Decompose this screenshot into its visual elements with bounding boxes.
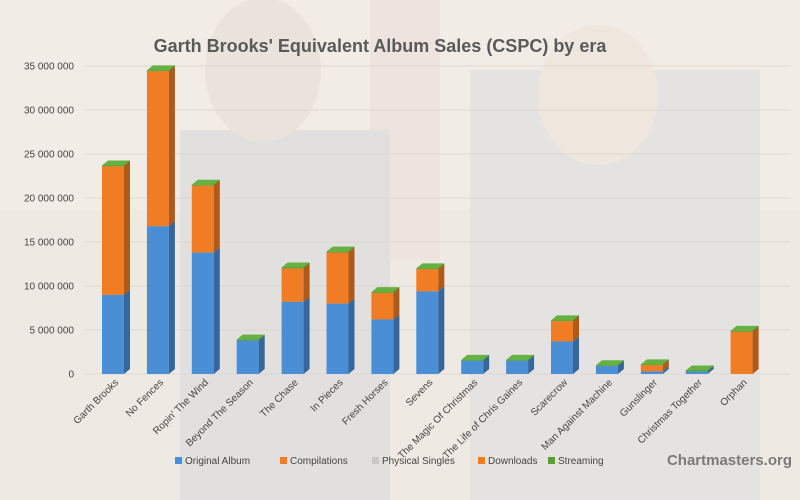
y-tick-label: 10 000 000 bbox=[24, 282, 74, 293]
x-category-label: Fresh Horses bbox=[340, 377, 390, 427]
x-category-label: Scarecrow bbox=[529, 377, 571, 419]
x-category-label: Sevens bbox=[404, 377, 435, 408]
bar-segment bbox=[281, 296, 310, 374]
y-tick-label: 0 bbox=[68, 370, 74, 381]
legend-item: Downloads bbox=[478, 456, 537, 467]
bar-segment bbox=[730, 326, 759, 374]
x-category-label: The Life of Chris Gaines bbox=[441, 377, 525, 461]
bar-segment bbox=[416, 286, 445, 374]
legend-swatch bbox=[478, 457, 485, 464]
x-category-label: The Chase bbox=[258, 377, 301, 420]
bar-segment bbox=[371, 314, 400, 374]
bar-segment bbox=[551, 315, 579, 322]
bar-segment bbox=[326, 298, 355, 374]
legend-label: Streaming bbox=[558, 456, 604, 467]
bar-segment bbox=[416, 263, 445, 270]
y-tick-label: 25 000 000 bbox=[24, 150, 74, 161]
bar-segment bbox=[191, 247, 220, 374]
legend-swatch bbox=[175, 457, 182, 464]
bar-segment bbox=[146, 65, 175, 72]
bar-segment bbox=[236, 334, 265, 341]
x-category-label: No Fences bbox=[124, 377, 166, 419]
bar-segment bbox=[730, 325, 759, 332]
bar-segment bbox=[281, 263, 310, 302]
bar-segment bbox=[191, 179, 220, 186]
bar-segment bbox=[685, 365, 714, 372]
bar-segment bbox=[595, 360, 624, 367]
watermark-text: Chartmasters.org bbox=[667, 452, 792, 469]
legend-label: Physical Singles bbox=[382, 456, 455, 467]
y-tick-label: 30 000 000 bbox=[24, 106, 74, 117]
bar-segment bbox=[102, 161, 130, 295]
x-category-label: Garth Brooks bbox=[72, 377, 121, 426]
bar-segment bbox=[236, 335, 265, 374]
bar-segment bbox=[326, 247, 355, 304]
legend-item: Physical Singles bbox=[372, 456, 455, 467]
legend-item: Compilations bbox=[280, 456, 348, 467]
bar-segment bbox=[146, 66, 175, 227]
legend-item: Streaming bbox=[548, 456, 604, 467]
bar-segment bbox=[640, 359, 669, 366]
x-category-label: The Magic Of Christmas bbox=[396, 377, 480, 461]
legend: Original Album Compilations Physical Singl… bbox=[175, 456, 604, 467]
bar-segment bbox=[461, 354, 490, 361]
bar-segment bbox=[102, 160, 130, 167]
x-category-label: Orphan bbox=[718, 377, 749, 408]
legend-swatch bbox=[548, 457, 555, 464]
legend-swatch bbox=[280, 457, 287, 464]
chart-title: Garth Brooks' Equivalent Album Sales (CS… bbox=[154, 36, 608, 56]
legend-swatch bbox=[372, 457, 379, 464]
bar-segment bbox=[191, 180, 220, 253]
bar-segment bbox=[326, 246, 355, 253]
legend-label: Compilations bbox=[290, 456, 348, 467]
legend-item: Original Album bbox=[175, 456, 250, 467]
y-tick-label: 15 000 000 bbox=[24, 238, 74, 249]
x-category-label: Gunslinger bbox=[618, 377, 660, 419]
bar-segment bbox=[102, 289, 130, 374]
y-tick-label: 35 000 000 bbox=[24, 62, 74, 73]
y-tick-label: 5 000 000 bbox=[30, 326, 75, 337]
bar-segment bbox=[506, 354, 535, 361]
bar-segment bbox=[146, 221, 175, 374]
bar-segment bbox=[371, 287, 400, 294]
legend-label: Original Album bbox=[185, 456, 250, 467]
bar-segment bbox=[281, 262, 310, 269]
y-tick-label: 20 000 000 bbox=[24, 194, 74, 205]
x-category-label: In Pieces bbox=[309, 377, 346, 414]
legend-label: Downloads bbox=[488, 456, 537, 467]
bar-segment bbox=[551, 336, 579, 374]
